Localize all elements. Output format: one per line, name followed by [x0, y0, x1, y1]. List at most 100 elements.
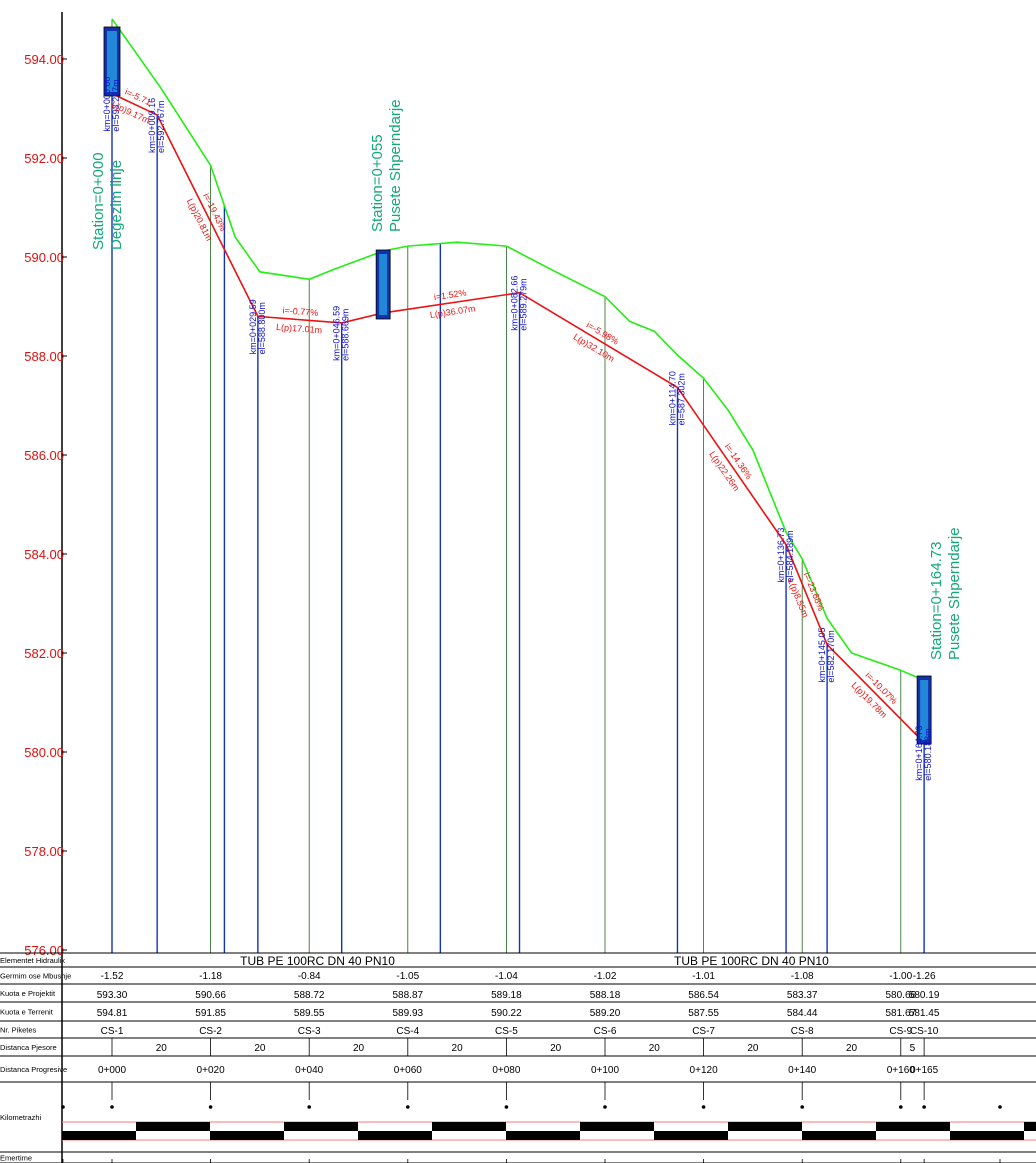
progressive-distance-value: 0+165: [910, 1065, 939, 1076]
vertex-km-label: km=0+136.73: [776, 528, 786, 583]
vertex-labels: km=0+000.00 el=593.297m km=0+009.16 el=592.…: [102, 77, 933, 781]
design-elevation-value: 590.66: [195, 990, 226, 1001]
segment-slope-label: i=1.52%: [433, 288, 467, 303]
station-subtitle: Degezim linje: [108, 160, 125, 250]
vertex-km-label: km=0+029.59: [248, 299, 258, 354]
elevation-tick-label: 582.00: [24, 646, 64, 661]
manholes: [103, 26, 932, 745]
table-band-label: Nr. Piketes: [0, 1026, 37, 1035]
progressive-distance-value: 0+000: [98, 1065, 127, 1076]
partial-distance-value: 20: [846, 1043, 858, 1054]
km-scale-block: [506, 1131, 580, 1140]
vertex-elevation-label: el=592.767m: [156, 101, 166, 153]
km-dot: [800, 1105, 804, 1109]
manhole-inner: [920, 680, 929, 740]
design-elevation-value: 588.18: [590, 990, 621, 1001]
elevation-tick-label: 590.00: [24, 250, 64, 265]
elevation-tick-label: 580.00: [24, 745, 64, 760]
design-elevation-value: 580.66: [886, 990, 917, 1001]
progressive-distance-value: 0+080: [492, 1065, 521, 1076]
station-subtitle: Pusete Shperndarje: [946, 527, 963, 660]
pipe-spec-label: TUB PE 100RC DN 40 PN10: [674, 954, 829, 968]
progressive-distance-value: 0+160: [887, 1065, 916, 1076]
vertex-km-label: km=0+000.00: [102, 77, 112, 132]
km-scale-block: [1024, 1122, 1036, 1131]
station-code-value: CS-8: [791, 1026, 814, 1037]
km-scale-block: [358, 1131, 432, 1140]
vertex-elevation-label: el=582.170m: [826, 630, 836, 682]
km-dot: [208, 1105, 213, 1109]
km-scale-block: [210, 1131, 284, 1140]
partial-distance-value: 5: [910, 1043, 916, 1054]
km-dot: [998, 1105, 1002, 1109]
design-elevation-value: 586.54: [688, 990, 719, 1001]
elevation-tick-label: 576.00: [24, 943, 64, 958]
station-code-value: CS-5: [495, 1026, 518, 1037]
design-elevation-value: 588.87: [393, 990, 424, 1001]
segment-slope-label: i=-5.71: [123, 87, 152, 108]
km-scale-block: [876, 1122, 950, 1131]
km-scale-block: [580, 1122, 654, 1131]
elevation-tick-label: 578.00: [24, 844, 64, 859]
terrain-elevation-value: 591.85: [195, 1008, 226, 1019]
km-dot: [922, 1105, 926, 1109]
vertex-elevation-label: el=584.189m: [785, 530, 795, 582]
station-title: Station=0+000: [90, 152, 107, 250]
terrain-elevation-value: 590.22: [491, 1008, 522, 1019]
terrain-line: [111, 18, 925, 681]
vertex-km-label: km=0+164.73: [914, 726, 924, 781]
partial-distance-value: 20: [649, 1043, 661, 1054]
cut-fill-value: -1.08: [791, 971, 814, 982]
km-dot: [307, 1105, 312, 1109]
station-code-value: CS-1: [101, 1026, 124, 1037]
segment-slope-label: i=-0.77%: [282, 305, 318, 318]
vertex-elevation-label: el=588.800m: [257, 302, 267, 354]
cut-fill-value: -1.18: [199, 971, 222, 982]
pipe-spec-label: TUB PE 100RC DN 40 PN10: [240, 954, 395, 968]
elevation-tick-label: 592.00: [24, 151, 64, 166]
vertex-km-label: km=0+114.70: [667, 371, 677, 425]
station-code-value: CS-3: [298, 1026, 321, 1037]
segment-length-label: L(p)17.01m: [276, 322, 323, 336]
table-band-label: Kuota e Terrenit: [0, 1008, 54, 1017]
partial-distance-value: 20: [156, 1043, 168, 1054]
station-code-value: CS-7: [692, 1026, 715, 1037]
km-scale-block: [728, 1122, 802, 1131]
terrain-profile-line: [111, 18, 925, 681]
vertex-elevation-label: el=580.188m: [923, 728, 933, 780]
elevation-axis: 594.00 592.00 590.00 588.00 586.00 584.00 582.…: [24, 12, 67, 1163]
station-code-value: CS-6: [594, 1026, 617, 1037]
km-scale-block: [950, 1131, 1024, 1140]
partial-distance-value: 20: [254, 1043, 266, 1054]
km-dot: [504, 1105, 509, 1109]
elevation-tick-label: 586.00: [24, 448, 64, 463]
km-dot: [899, 1105, 903, 1109]
km-scale-block: [654, 1131, 728, 1140]
station-title: Station=0+164.73: [928, 542, 945, 660]
terrain-elevation-value: 594.81: [97, 1008, 128, 1019]
station-code-value: CS-4: [396, 1026, 419, 1037]
table-band-label: Kilometrazhi: [0, 1113, 42, 1122]
vertex-elevation-label: el=589.279m: [519, 278, 529, 330]
elevation-tick-label: 588.00: [24, 349, 64, 364]
partial-distance-value: 20: [550, 1043, 562, 1054]
segment-labels: i=-5.71L(p)9.17mi=-19.43%L(p)20.81mi=-0.…: [110, 87, 899, 720]
km-scale-block: [62, 1131, 136, 1140]
design-elevation-value: 580.19: [909, 990, 940, 1001]
vertex-elevation-label: el=587.302m: [676, 373, 686, 425]
station-code-value: CS-9: [889, 1026, 912, 1037]
km-dot: [110, 1105, 114, 1109]
km-scale-block: [432, 1122, 506, 1131]
table-band-label: Germim ose Mbushje: [0, 972, 71, 981]
table-band-label: Emertime: [0, 1154, 32, 1163]
km-dot: [61, 1105, 65, 1109]
station-code-value: CS-10: [910, 1026, 939, 1037]
partial-distance-value: 20: [452, 1043, 464, 1054]
station-labels: Station=0+000 Degezim linje Station=0+055 P…: [90, 99, 963, 660]
pipe-line: [111, 92, 925, 744]
progressive-distance-value: 0+040: [295, 1065, 324, 1076]
km-scale-block: [802, 1131, 876, 1140]
manhole-inner: [379, 254, 388, 315]
vertex-km-label: km=0+082.66: [510, 276, 520, 331]
